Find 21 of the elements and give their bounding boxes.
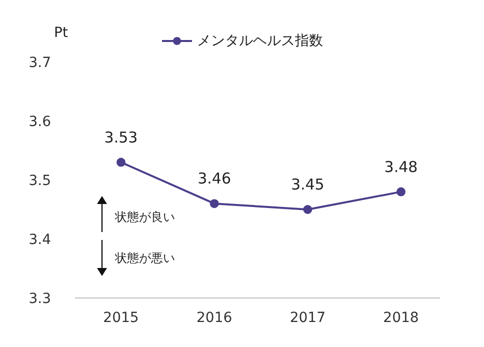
- x-tick-label: 2017: [290, 310, 326, 326]
- point: [116, 158, 126, 167]
- annotation: 状態が良い: [115, 209, 175, 226]
- y-tick-label: 3.4: [28, 232, 52, 248]
- data-label: 3.45: [290, 176, 324, 194]
- point: [396, 187, 406, 196]
- y-tick-label: 3.7: [28, 54, 51, 71]
- point: [210, 199, 219, 208]
- point: [303, 205, 312, 214]
- data-label: 3.53: [104, 128, 138, 146]
- x-tick-label: 2015: [103, 310, 139, 326]
- x-tick-label: 2018: [383, 310, 419, 326]
- data-label: 3.48: [384, 158, 418, 176]
- y-tick-label: 3.3: [28, 290, 51, 307]
- data-label: 3.46: [198, 170, 232, 188]
- x-tick-label: 2016: [196, 310, 232, 326]
- legend-label: メンタルヘルス指数: [196, 32, 323, 50]
- annotation: 状態が悪い: [115, 250, 175, 267]
- y-tick-label: 3.5: [28, 172, 51, 189]
- y-tick-label: 3.6: [28, 114, 52, 130]
- y-axis-title: Pt: [54, 25, 68, 41]
